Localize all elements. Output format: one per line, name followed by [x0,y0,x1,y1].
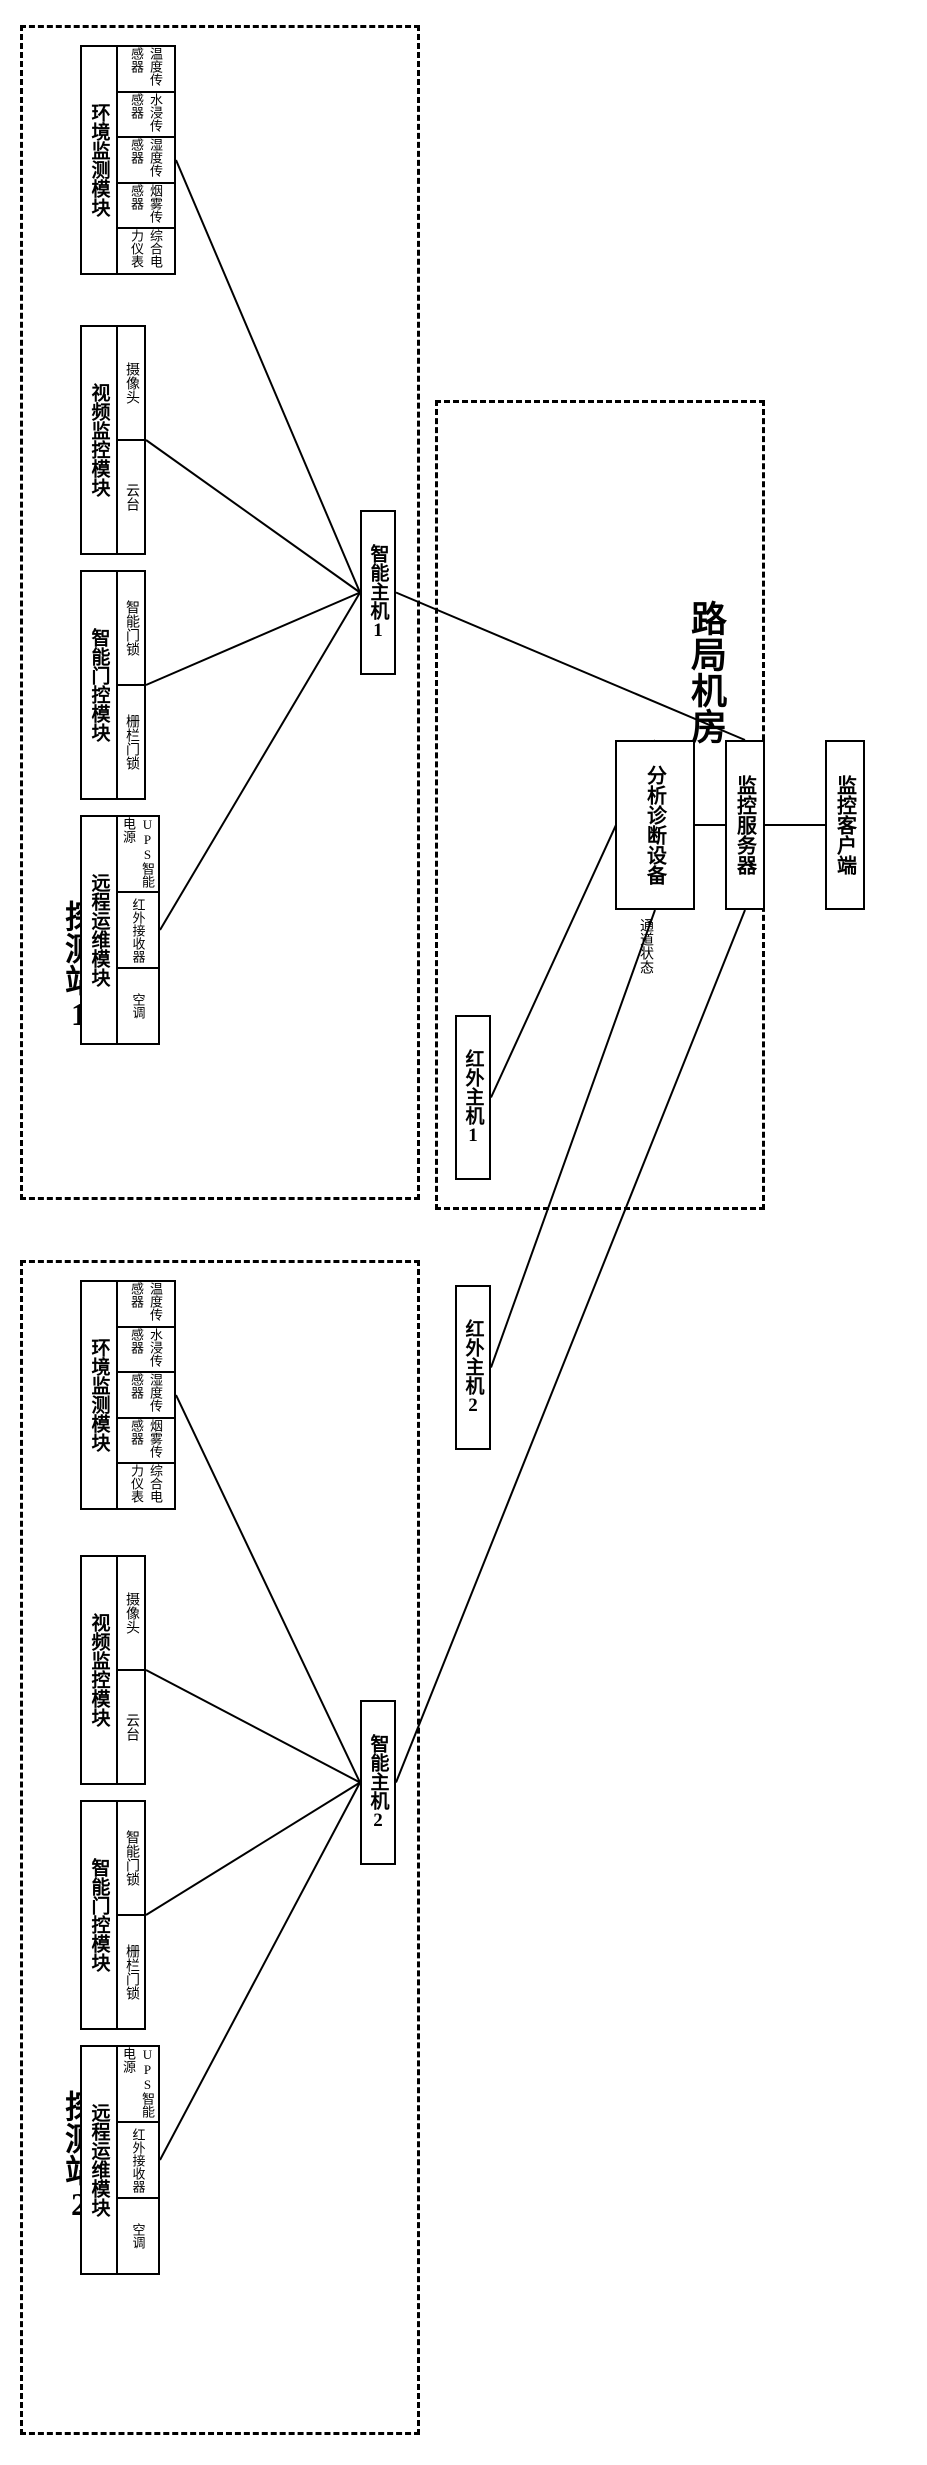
region-room-label: 路局机房 [680,600,732,744]
module-door-station1-cell: 栅栏门锁 [118,686,144,798]
module-door-station1: 智能门控模块智能门锁栅栏门锁 [80,570,146,800]
module-remote-station1-cell: UPS智能电源 [118,817,158,893]
module-door-station2: 智能门控模块智能门锁栅栏门锁 [80,1800,146,2030]
module-env-station2-title: 环境监测模块 [82,1282,118,1508]
module-env-station2-cell: 温度传感器 [118,1282,174,1328]
node-smart-host-1: 智能主机1 [360,510,396,675]
node-ir-host-2: 红外主机2 [455,1285,491,1450]
node-client: 监控客户端 [825,740,865,910]
module-env-station1: 环境监测模块温度传感器水浸传感器湿度传感器烟雾传感器综合电力仪表 [80,45,176,275]
module-video-station1-cell: 云台 [118,441,144,553]
module-remote-station2-cell: UPS智能电源 [118,2047,158,2123]
node-ir-host-1: 红外主机1 [455,1015,491,1180]
module-remote-station2-cell: 空调 [118,2199,158,2273]
module-video-station2-cell: 云台 [118,1671,144,1783]
module-video-station1-title: 视频监控模块 [82,327,118,553]
module-env-station1-cell: 湿度传感器 [118,138,174,184]
module-remote-station2-cell: 红外接收器 [118,2123,158,2199]
module-remote-station2-title: 远程运维模块 [82,2047,118,2273]
module-door-station2-title: 智能门控模块 [82,1802,118,2028]
module-door-station2-cell: 智能门锁 [118,1802,144,1916]
module-env-station1-title: 环境监测模块 [82,47,118,273]
module-remote-station1: 远程运维模块UPS智能电源红外接收器空调 [80,815,160,1045]
module-door-station1-title: 智能门控模块 [82,572,118,798]
module-video-station2: 视频监控模块摄像头云台 [80,1555,146,1785]
module-video-station2-cell: 摄像头 [118,1557,144,1671]
node-analyzer: 分析诊断设备 [615,740,695,910]
module-video-station1: 视频监控模块摄像头云台 [80,325,146,555]
module-env-station2-cell: 烟雾传感器 [118,1419,174,1465]
module-remote-station2: 远程运维模块UPS智能电源红外接收器空调 [80,2045,160,2275]
module-env-station1-cell: 水浸传感器 [118,93,174,139]
module-remote-station1-title: 远程运维模块 [82,817,118,1043]
module-remote-station1-cell: 红外接收器 [118,893,158,969]
module-env-station2-cell: 水浸传感器 [118,1328,174,1374]
module-remote-station1-cell: 空调 [118,969,158,1043]
node-smart-host-2: 智能主机2 [360,1700,396,1865]
module-door-station2-cell: 栅栏门锁 [118,1916,144,2028]
label-channel-status: 通道状态 [635,918,655,974]
module-video-station1-cell: 摄像头 [118,327,144,441]
module-video-station2-title: 视频监控模块 [82,1557,118,1783]
module-env-station1-cell: 综合电力仪表 [118,229,174,273]
module-env-station2: 环境监测模块温度传感器水浸传感器湿度传感器烟雾传感器综合电力仪表 [80,1280,176,1510]
module-env-station1-cell: 温度传感器 [118,47,174,93]
node-server: 监控服务器 [725,740,765,910]
module-env-station1-cell: 烟雾传感器 [118,184,174,230]
module-env-station2-cell: 综合电力仪表 [118,1464,174,1508]
module-env-station2-cell: 湿度传感器 [118,1373,174,1419]
module-door-station1-cell: 智能门锁 [118,572,144,686]
